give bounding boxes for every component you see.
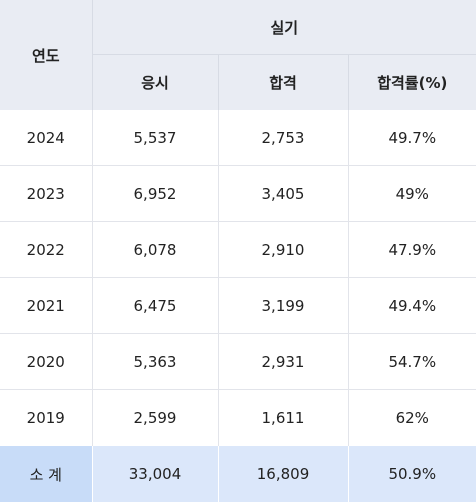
total-pass-rate-cell: 50.9% (348, 446, 476, 502)
applicants-column-header: 응시 (92, 55, 218, 111)
table-row: 2024 5,537 2,753 49.7% (0, 110, 476, 166)
year-column-header: 연도 (0, 0, 92, 110)
total-applicants-cell: 33,004 (92, 446, 218, 502)
total-row: 소 계 33,004 16,809 50.9% (0, 446, 476, 502)
year-cell: 2020 (0, 334, 92, 390)
table-footer: 소 계 33,004 16,809 50.9% (0, 446, 476, 502)
table-row: 2021 6,475 3,199 49.4% (0, 278, 476, 334)
passed-cell: 3,199 (218, 278, 348, 334)
pass-rate-cell: 54.7% (348, 334, 476, 390)
applicants-cell: 6,078 (92, 222, 218, 278)
year-cell: 2022 (0, 222, 92, 278)
passed-cell: 1,611 (218, 390, 348, 446)
year-cell: 2019 (0, 390, 92, 446)
table-row: 2019 2,599 1,611 62% (0, 390, 476, 446)
pass-rate-cell: 49.7% (348, 110, 476, 166)
pass-rate-cell: 49% (348, 166, 476, 222)
passed-column-header: 합격 (218, 55, 348, 111)
table-header: 연도 실기 응시 합격 합격률(%) (0, 0, 476, 110)
passed-cell: 2,931 (218, 334, 348, 390)
table-row: 2020 5,363 2,931 54.7% (0, 334, 476, 390)
pass-rate-cell: 47.9% (348, 222, 476, 278)
total-passed-cell: 16,809 (218, 446, 348, 502)
passed-cell: 2,753 (218, 110, 348, 166)
year-cell: 2024 (0, 110, 92, 166)
pass-rate-cell: 62% (348, 390, 476, 446)
pass-rate-cell: 49.4% (348, 278, 476, 334)
applicants-cell: 5,363 (92, 334, 218, 390)
table-body: 2024 5,537 2,753 49.7% 2023 6,952 3,405 … (0, 110, 476, 446)
applicants-cell: 6,475 (92, 278, 218, 334)
table-row: 2022 6,078 2,910 47.9% (0, 222, 476, 278)
applicants-cell: 6,952 (92, 166, 218, 222)
table-row: 2023 6,952 3,405 49% (0, 166, 476, 222)
practical-exam-group-header: 실기 (92, 0, 476, 55)
passed-cell: 2,910 (218, 222, 348, 278)
total-label: 소 계 (0, 446, 92, 502)
year-cell: 2023 (0, 166, 92, 222)
year-cell: 2021 (0, 278, 92, 334)
passed-cell: 3,405 (218, 166, 348, 222)
applicants-cell: 2,599 (92, 390, 218, 446)
applicants-cell: 5,537 (92, 110, 218, 166)
pass-rate-column-header: 합격률(%) (348, 55, 476, 111)
